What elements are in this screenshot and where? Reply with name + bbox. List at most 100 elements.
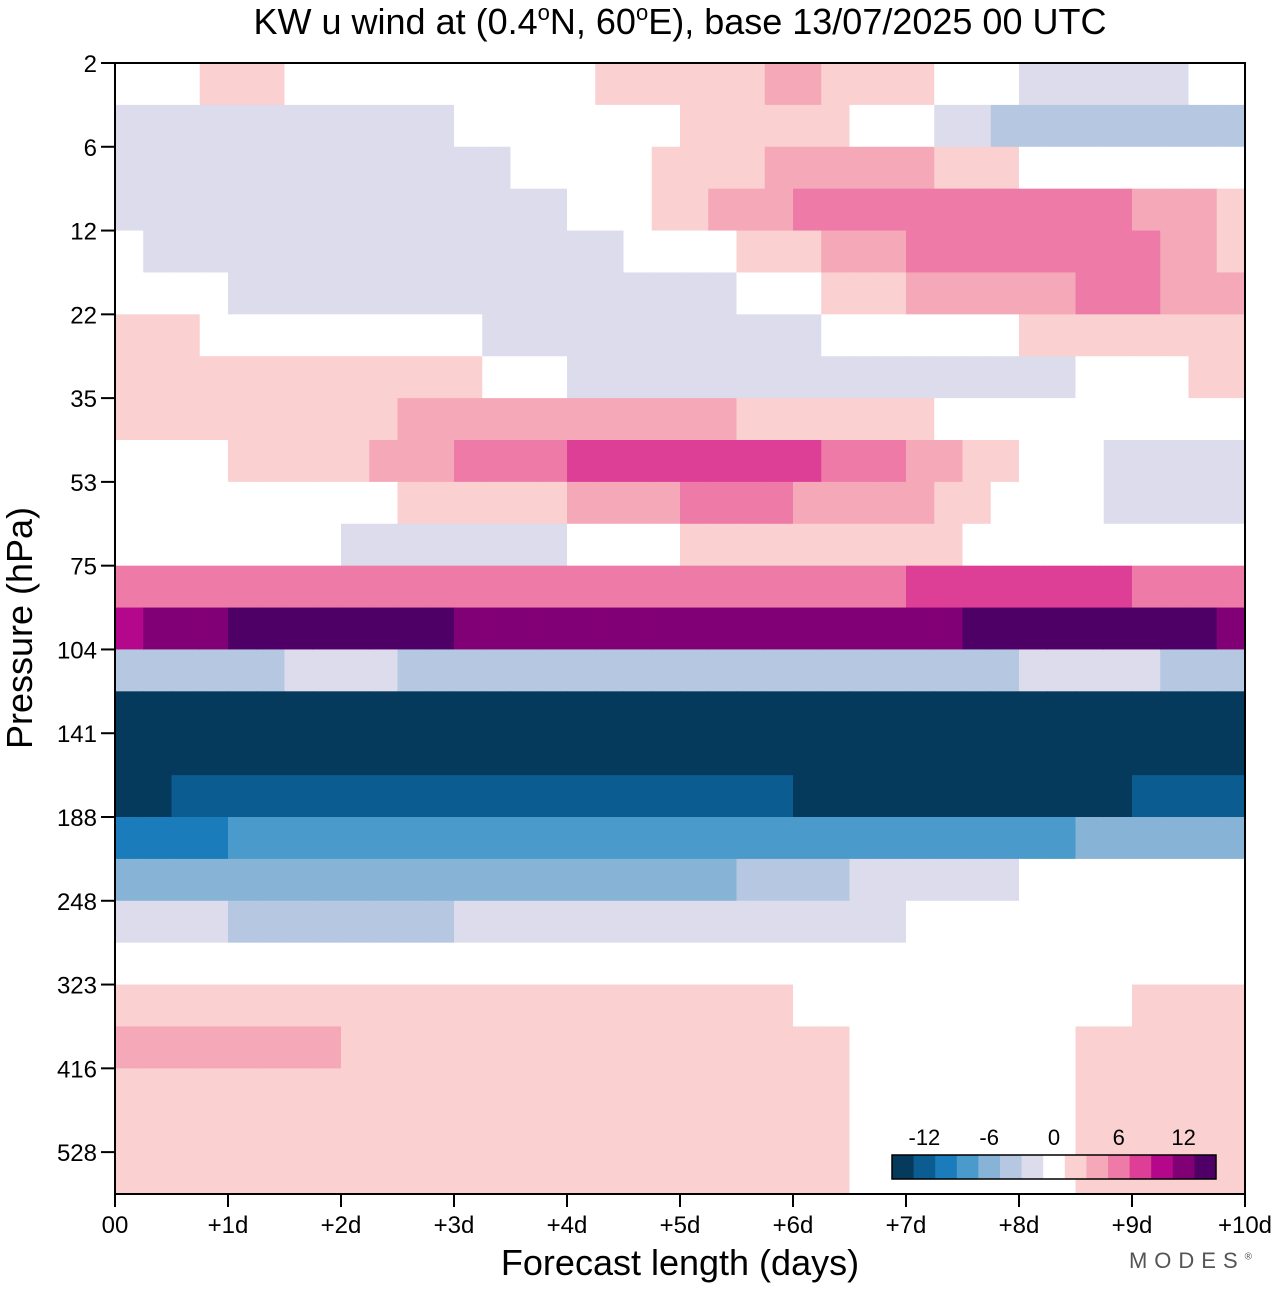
contour-cell [849,104,879,148]
contour-cell [764,314,794,357]
colorbar-swatch [892,1155,914,1179]
contour-cell [764,398,794,441]
contour-cell [651,481,681,525]
contour-cell [199,230,229,274]
contour-cell [764,1026,794,1069]
contour-cell [1047,398,1077,441]
contour-cell [906,900,935,944]
contour-cell [228,230,257,274]
contour-cell [793,1068,822,1111]
contour-cell [482,314,512,357]
contour-cell [397,900,427,944]
contour-cell [1047,649,1077,692]
contour-cell [877,900,907,944]
contour-cell [962,858,992,902]
contour-cell [680,1110,709,1153]
contour-cell [1103,900,1133,944]
contour-cell [397,356,427,399]
contour-cell [397,984,427,1028]
contour-cell [680,104,709,148]
contour-cell [199,984,229,1028]
contour-cell [1103,775,1133,818]
contour-cell [877,523,907,567]
contour-cell [567,398,596,441]
contour-cell [199,146,229,190]
contour-cell [284,649,314,692]
contour-cell [1216,1026,1245,1069]
contour-cell [454,775,483,818]
contour-cell [934,691,964,734]
contour-cell [228,858,257,902]
contour-cell [1075,188,1105,232]
contour-cell [623,858,653,902]
contour-cell [256,984,286,1028]
contour-cell [1216,733,1245,776]
contour-cell [425,104,455,148]
contour-cell [962,230,992,274]
contour-cell [397,314,427,357]
contour-cell [341,942,370,986]
contour-cell [171,146,201,190]
colorbar-frame [891,1154,1217,1180]
contour-cell [736,356,766,399]
contour-cell [821,775,851,818]
contour-cell [143,607,173,651]
contour-cell [115,272,144,315]
contour-cell [708,146,738,190]
contour-cell [990,649,1020,692]
y-tick-label: 248 [57,889,97,916]
contour-cell [793,691,822,734]
contour-cell [1103,440,1133,483]
contour-cell [256,607,286,651]
contour-cell [567,146,596,190]
colorbar-swatch [1108,1155,1130,1179]
contour-cell [990,1068,1020,1111]
contour-cell [962,565,992,609]
contour-cell [115,230,144,274]
contour-cell [369,63,399,106]
contour-cell [736,398,766,441]
contour-cell [1075,900,1105,944]
contour-cell [510,523,540,567]
contour-cell [143,104,173,148]
contour-cell [680,1026,709,1069]
contour-cell [1160,481,1190,525]
contour-cell [425,272,455,315]
y-tick-label: 416 [57,1056,97,1083]
contour-cell [341,1026,370,1069]
contour-cell [623,984,653,1028]
contour-cell [595,230,625,274]
contour-cell [482,188,512,232]
contour-cell [623,1152,653,1194]
contour-cell [962,481,992,525]
contour-cell [341,230,370,274]
contour-cell [115,314,144,357]
contour-cell [764,104,794,148]
contour-cell [1019,691,1048,734]
contour-cell [1132,900,1161,944]
contour-cell [1132,314,1161,357]
contour-cell [1188,188,1218,232]
contour-cell [595,775,625,818]
contour-cell [764,230,794,274]
contour-cell [708,188,738,232]
contour-cell [849,942,879,986]
contour-cell [680,314,709,357]
contour-cell [1132,817,1161,860]
contour-cell [821,314,851,357]
contour-cell [199,900,229,944]
contour-cell [595,481,625,525]
contour-cell [764,858,794,902]
colorbar-tick-label: -12 [909,1125,941,1150]
contour-cell [1216,649,1245,692]
contour-cell [764,1152,794,1194]
contour-cell [962,63,992,106]
contour-cell [764,817,794,860]
contour-cell [143,523,173,567]
contour-cell [1188,481,1218,525]
contour-cell [1019,356,1048,399]
contour-cell [284,817,314,860]
contour-cell [651,523,681,567]
contour-cell [1132,565,1161,609]
contour-cell [736,272,766,315]
